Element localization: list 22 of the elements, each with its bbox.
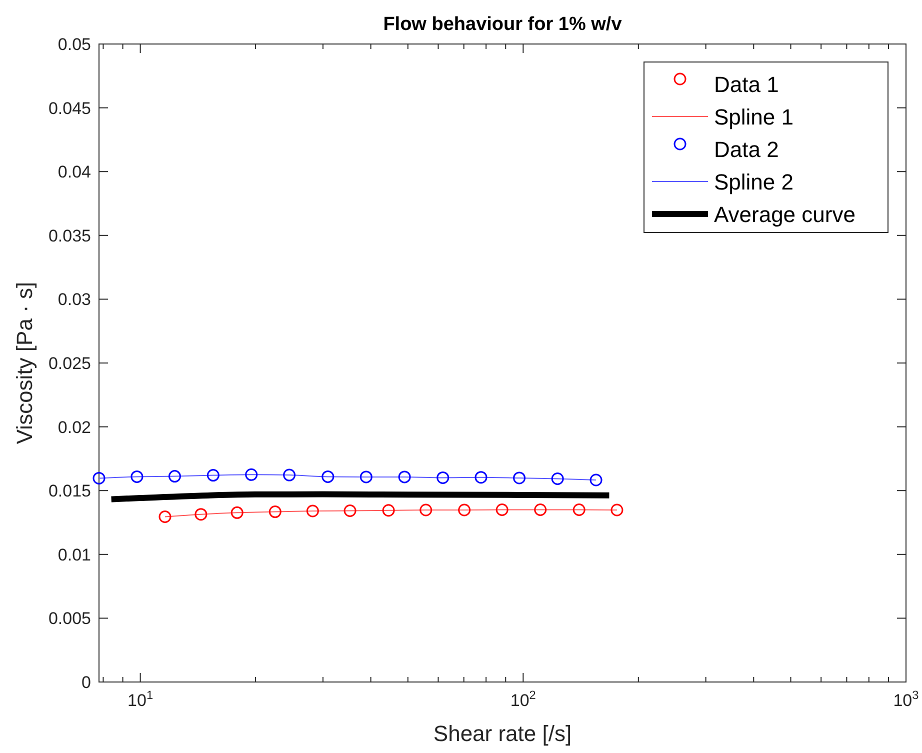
legend-label: Spline 1: [714, 104, 794, 130]
x-tick-label: 10$^{1}$: [128, 688, 154, 710]
y-tick-label: 0.03: [58, 290, 91, 310]
y-tick-label: 0.01: [58, 545, 91, 564]
y-tick-label: 0.02: [58, 418, 91, 437]
y-tick-label: 0.025: [48, 354, 91, 373]
legend-label: Average curve: [714, 202, 856, 227]
x-axis-title: Shear rate [/s]: [433, 721, 572, 746]
y-tick-label: 0: [82, 673, 91, 692]
x-tick-label: 10$^{2}$: [510, 688, 536, 710]
y-tick-label: 0.04: [58, 162, 91, 182]
x-tick-label: 10$^{3}$: [893, 688, 920, 710]
y-tick-label: 0.005: [48, 609, 91, 628]
y-tick-label: 0.015: [48, 482, 91, 501]
y-axis-title: Viscosity [Pa · s]: [12, 282, 37, 444]
legend-label: Spline 2: [714, 170, 794, 194]
legend-label: Data 2: [714, 137, 779, 162]
legend-label: Data 1: [714, 72, 779, 97]
y-tick-label: 0.05: [58, 35, 91, 54]
y-tick-label: 0.045: [48, 98, 91, 118]
chart-title: Flow behaviour for 1% w/v: [383, 14, 622, 35]
y-tick-label: 0.035: [48, 226, 91, 246]
